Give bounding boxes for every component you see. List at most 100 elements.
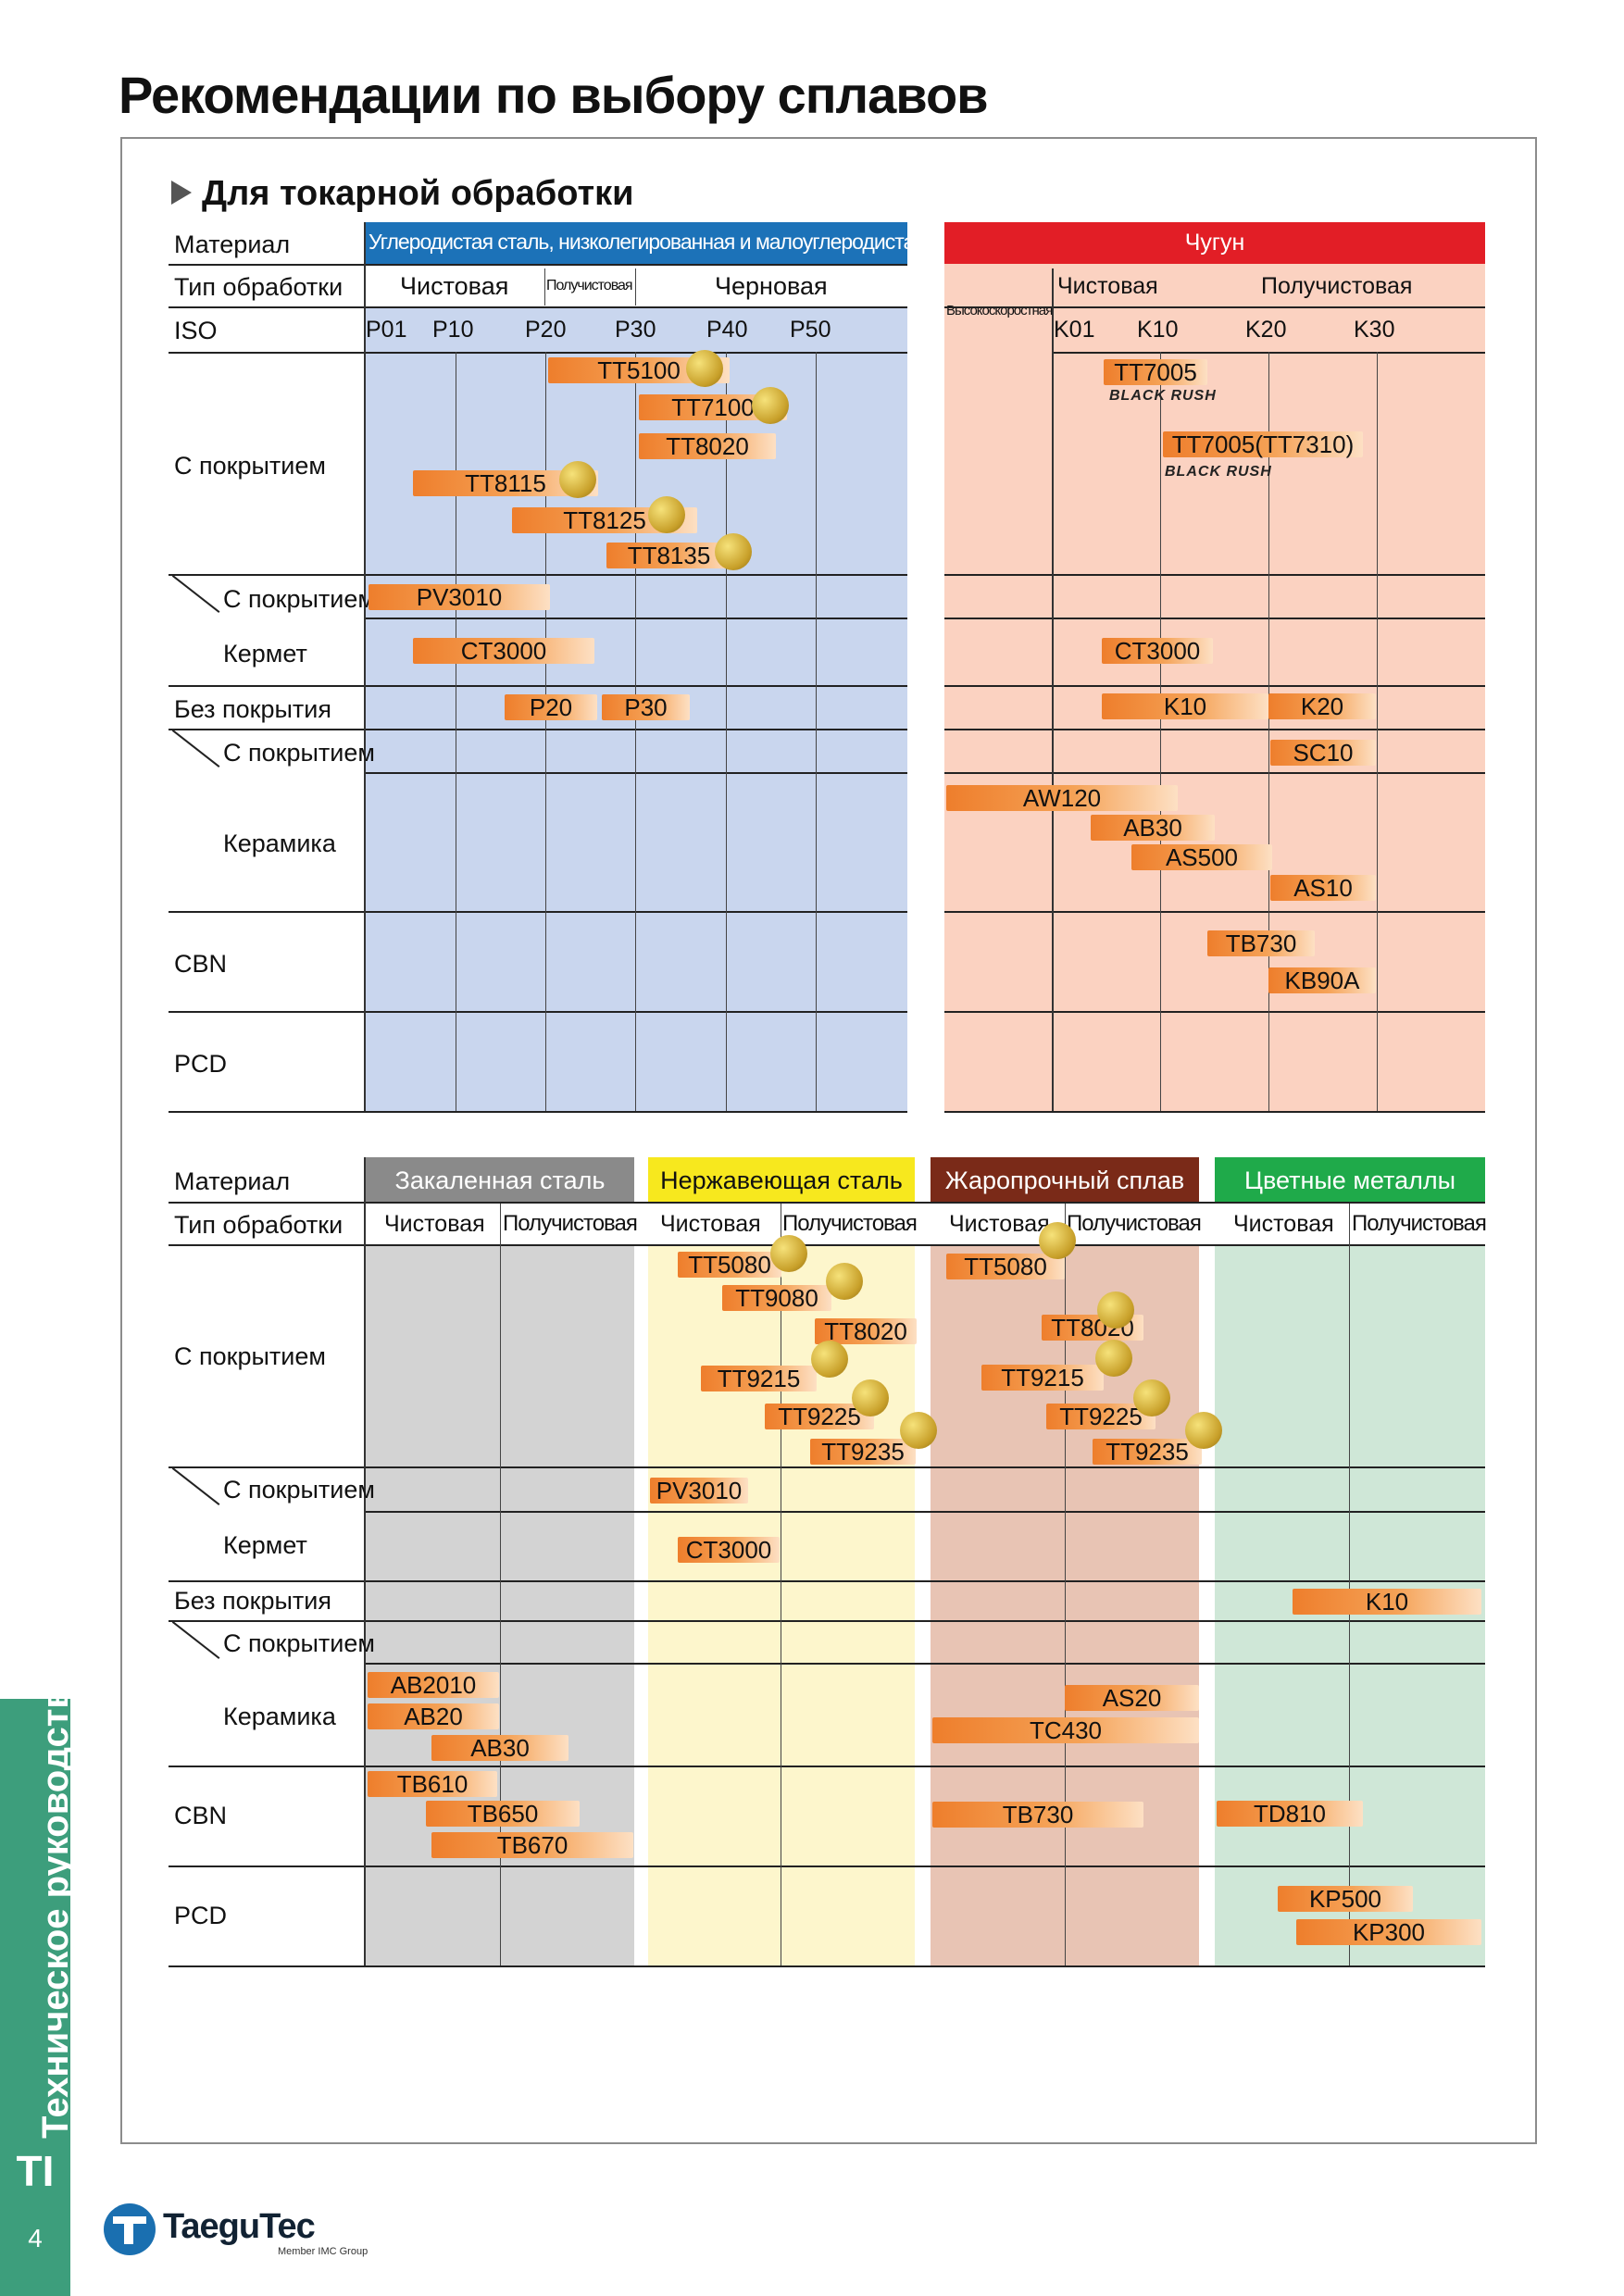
- label-material: Материал: [174, 1167, 291, 1195]
- page-number: 4: [28, 2224, 43, 2252]
- label-process: Тип обработки: [174, 1211, 344, 1239]
- grade-bar: AB2010: [368, 1672, 499, 1698]
- label-ceramic-coated: С покрытием: [223, 1629, 375, 1657]
- coating-coin-icon: [900, 1412, 937, 1449]
- grade-bar: P20: [505, 694, 597, 720]
- coating-coin-icon: [1097, 1292, 1134, 1329]
- cast-material-label: Чугун: [1184, 230, 1245, 256]
- cast-semi: Получистовая: [1261, 273, 1413, 299]
- grade-bar: KB90A: [1268, 967, 1376, 993]
- cast-finishing: Чистовая: [1057, 273, 1158, 299]
- side-tab-label: Техническое руководство: [35, 1664, 76, 2139]
- grade-bar: AB20: [368, 1703, 499, 1729]
- label-pcd: PCD: [174, 1050, 228, 1078]
- grade-bar: PV3010: [650, 1478, 748, 1504]
- steel-roughing: Черновая: [715, 272, 828, 300]
- grade-bar: TB670: [431, 1832, 633, 1858]
- coating-coin-icon: [648, 496, 685, 533]
- label-cermet: Кермет: [223, 1531, 307, 1559]
- stainless-header-bar: [648, 1157, 915, 1202]
- label-ceramic: Керамика: [223, 1703, 336, 1730]
- grade-bar: TT8135: [606, 543, 731, 568]
- grade-bar: TC430: [932, 1717, 1199, 1743]
- black-rush-mark: BLACK RUSH: [1165, 464, 1272, 480]
- coating-coin-icon: [686, 350, 723, 387]
- grade-bar: KP500: [1278, 1886, 1413, 1912]
- grade-bar: TB650: [426, 1801, 580, 1827]
- coating-coin-icon: [1039, 1222, 1076, 1259]
- label-ceramic: Керамика: [223, 830, 336, 857]
- label-uncoated: Без покрытия: [174, 695, 331, 723]
- coating-coin-icon: [770, 1235, 807, 1272]
- grade-bar: AS500: [1131, 844, 1272, 870]
- grade-bar: TT5080: [946, 1254, 1065, 1279]
- coating-coin-icon: [1185, 1412, 1222, 1449]
- grade-bar: TT9225: [765, 1404, 874, 1429]
- stainless-band: [648, 1245, 915, 1965]
- grade-bar: AB30: [431, 1735, 568, 1761]
- grade-bar: TT5080: [678, 1252, 781, 1278]
- label-cermet-coated: С покрытием: [223, 1476, 375, 1504]
- coating-coin-icon: [811, 1341, 848, 1378]
- steel-header-bar: [366, 222, 907, 264]
- grade-bar: K10: [1102, 693, 1268, 719]
- heat-title: Жаропрочный сплав: [944, 1167, 1185, 1194]
- heat-header-bar: [931, 1157, 1199, 1202]
- page-title: Рекомендации по выбору сплавов: [119, 66, 989, 124]
- coating-coin-icon: [826, 1263, 863, 1300]
- grade-bar: P30: [602, 694, 690, 720]
- label-process: Тип обработки: [174, 273, 344, 301]
- label-uncoated: Без покрытия: [174, 1587, 331, 1615]
- label-iso: ISO: [174, 317, 218, 344]
- coating-coin-icon: [1133, 1379, 1170, 1416]
- grade-bar: TB730: [932, 1802, 1143, 1828]
- hardened-title: Закаленная сталь: [394, 1167, 606, 1194]
- label-material: Материал: [174, 231, 291, 258]
- label-cermet-coated: С покрытием: [223, 585, 375, 613]
- cast-band: [944, 264, 1485, 1111]
- nonferrous-title: Цветные металлы: [1243, 1167, 1455, 1194]
- cast-header-bar: [944, 222, 1485, 264]
- grade-bar: CT3000: [413, 638, 594, 664]
- grade-bar: SC10: [1270, 740, 1376, 766]
- stainless-semi: Получистовая: [782, 1211, 918, 1236]
- coating-coin-icon: [715, 533, 752, 570]
- nonferrous-header-bar: [1215, 1157, 1485, 1202]
- iso-p10: P10: [432, 317, 474, 343]
- section-arrow-icon: [171, 181, 192, 205]
- iso-p01: P01: [366, 317, 407, 343]
- black-rush-mark: BLACK RUSH: [1109, 388, 1217, 404]
- grade-bar: TT9235: [810, 1439, 916, 1465]
- grade-bar: TT8020: [815, 1318, 917, 1344]
- iso-p40: P40: [706, 317, 748, 343]
- coating-coin-icon: [1095, 1340, 1132, 1377]
- coating-coin-icon: [752, 387, 789, 424]
- heat-semi: Получистовая: [1067, 1211, 1202, 1236]
- tab-code: TI: [16, 2147, 55, 2195]
- grade-bar: TT9235: [1093, 1439, 1202, 1465]
- grade-bar: CT3000: [1102, 638, 1213, 664]
- iso-k20: K20: [1245, 317, 1287, 343]
- content-frame: [120, 137, 1537, 2144]
- grade-bar: AS10: [1270, 875, 1376, 901]
- grade-bar: TT7005: [1104, 359, 1207, 385]
- label-cbn: CBN: [174, 1802, 228, 1829]
- taegutec-logo-icon: [104, 2203, 156, 2255]
- grade-bar: TB610: [368, 1771, 497, 1797]
- grade-bar: TT9215: [981, 1365, 1104, 1391]
- hardened-header-bar: [366, 1157, 634, 1202]
- grade-bar: KP300: [1296, 1919, 1481, 1945]
- iso-p50: P50: [790, 317, 831, 343]
- iso-k30: K30: [1354, 317, 1395, 343]
- grade-bar: TD810: [1217, 1801, 1363, 1827]
- label-cermet: Кермет: [223, 640, 307, 668]
- steel-finishing: Чистовая: [400, 272, 509, 300]
- heat-finishing: Чистовая: [949, 1211, 1050, 1237]
- grade-bar: PV3010: [369, 584, 550, 610]
- hardened-semi: Получистовая: [503, 1211, 638, 1236]
- iso-k01: K01: [1054, 317, 1095, 343]
- grade-bar: AB30: [1091, 815, 1215, 841]
- nonferrous-finishing: Чистовая: [1233, 1211, 1334, 1237]
- grade-bar: AW120: [946, 785, 1178, 811]
- iso-p20: P20: [525, 317, 567, 343]
